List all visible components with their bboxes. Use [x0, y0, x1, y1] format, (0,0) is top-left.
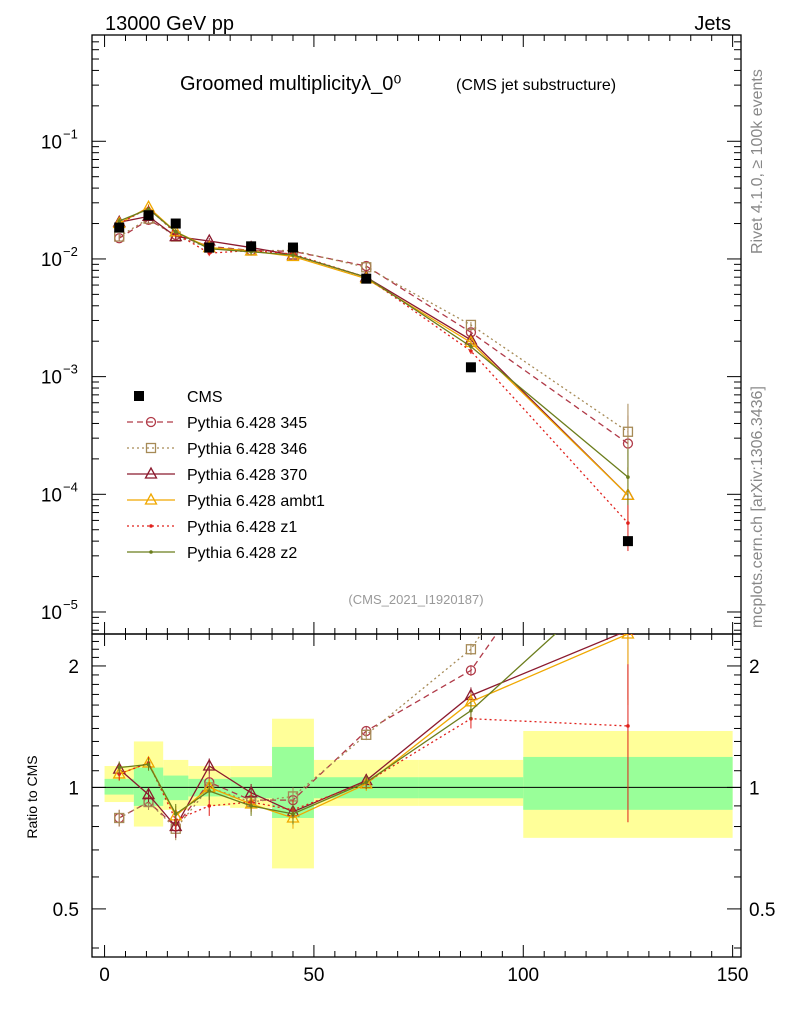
uncertainty-bands: [104, 718, 733, 869]
header-left: 13000 GeV pp: [105, 13, 234, 35]
series-line: [118, 219, 629, 445]
ratio-marker: [465, 665, 477, 676]
ratio-marker: [202, 758, 216, 771]
data-point: [170, 218, 181, 229]
legend-label: Pythia 6.428 z2: [187, 545, 297, 562]
legend-label-cms: CMS: [187, 389, 223, 406]
ratio-marker: [141, 787, 156, 800]
y-tick-label: 10: [41, 132, 62, 153]
legend-marker: [149, 550, 153, 554]
y-tick-exponent: −2: [63, 244, 78, 259]
ratio-marker: [173, 812, 178, 816]
header-right: Jets: [694, 13, 731, 35]
y-tick-exponent: −5: [63, 597, 78, 612]
ratio-marker: [117, 765, 122, 770]
legend-label: Pythia 6.428 ambt1: [187, 493, 325, 510]
series-marker: [117, 219, 122, 223]
ratio-y-tick-label-right: 0.5: [749, 900, 775, 921]
data-point: [287, 242, 298, 253]
ratio-y-tick-label: 0.5: [53, 900, 79, 921]
y-tick-label: 10: [41, 603, 62, 624]
legend-marker-cms: [134, 391, 144, 401]
x-tick-label: 50: [303, 965, 324, 986]
series-marker: [626, 475, 630, 479]
analysis-id: (CMS_2021_I1920187): [348, 592, 483, 607]
data-point: [204, 242, 215, 253]
legend-label: Pythia 6.428 370: [187, 467, 307, 484]
y-tick-label: 10: [41, 250, 62, 271]
data-point: [622, 536, 633, 547]
series-line: [118, 208, 629, 478]
ratio-ylabel: Ratio to CMS: [24, 755, 40, 838]
series-marker: [469, 344, 473, 349]
ratio-marker: [465, 644, 477, 655]
legend-label: Pythia 6.428 346: [187, 441, 307, 458]
y-tick-label: 10: [41, 368, 62, 389]
mcplots-label: mcplots.cern.ch [arXiv:1306.3436]: [749, 386, 766, 628]
ratio-line: [118, 718, 628, 821]
legend-marker: [144, 466, 158, 479]
ratio-marker: [361, 729, 372, 740]
legend: CMS Pythia 6.428 345 Pythia 6.428 346 Pythi…: [127, 389, 325, 562]
main-panel: 10−110−210−310−410−5: [41, 34, 742, 635]
y-tick-exponent: −3: [63, 362, 78, 377]
legend-label: Pythia 6.428 345: [187, 415, 307, 432]
legend-label: Pythia 6.428 z1: [187, 519, 297, 536]
legend-marker: [145, 416, 157, 428]
ratio-marker: [207, 789, 212, 793]
x-tick-label: 0: [99, 965, 110, 986]
ratio-marker: [207, 804, 212, 808]
ratio-y-tick-label: 1: [68, 778, 79, 799]
series-line: [118, 217, 629, 433]
ratio-marker: [249, 804, 253, 808]
x-tick-label: 150: [717, 965, 749, 986]
y-tick-exponent: −1: [63, 126, 78, 141]
series-marker: [146, 207, 151, 211]
data-point: [114, 222, 125, 233]
chart-title: Groomed multiplicityλ_0⁰: [180, 73, 401, 95]
data-point: [143, 210, 154, 221]
ratio-marker: [364, 780, 369, 785]
ratio-marker: [626, 724, 630, 728]
ratio-panel: 0 50 100 150 0.5 0.5 1 1 2 2: [53, 566, 775, 986]
ratio-marker: [626, 566, 630, 570]
legend-marker: [144, 492, 158, 505]
band-inner: [104, 778, 134, 795]
legend-marker: [149, 524, 153, 528]
series-marker: [469, 349, 473, 353]
series-marker: [173, 230, 178, 234]
ratio-marker: [621, 634, 635, 639]
series-marker: [626, 521, 630, 525]
data-point: [246, 241, 257, 252]
y-tick-label: 10: [41, 485, 62, 506]
ratio-y-tick-label-right: 2: [749, 657, 760, 678]
y-tick-exponent: −4: [63, 479, 78, 494]
ratio-line: [118, 634, 482, 830]
data-point: [361, 273, 372, 284]
series-marker: [622, 426, 634, 437]
ratio-y-tick-label: 2: [68, 657, 79, 678]
legend-marker: [145, 442, 157, 454]
series-marker: [465, 319, 477, 331]
main-series: [112, 199, 635, 552]
ratio-marker: [291, 812, 295, 816]
rivet-label: Rivet 4.1.0, ≥ 100k events: [749, 69, 766, 254]
chart-title-suffix: (CMS jet substructure): [456, 77, 616, 94]
ratio-frame: [91, 633, 742, 958]
ratio-marker: [114, 812, 125, 824]
ratio-y-tick-label-right: 1: [749, 778, 760, 799]
ratio-marker: [146, 762, 151, 767]
series-marker: [291, 253, 295, 257]
ratio-series: [112, 566, 635, 841]
ratio-marker: [469, 708, 473, 713]
data-point: [465, 362, 476, 373]
x-tick-label: 100: [507, 965, 539, 986]
